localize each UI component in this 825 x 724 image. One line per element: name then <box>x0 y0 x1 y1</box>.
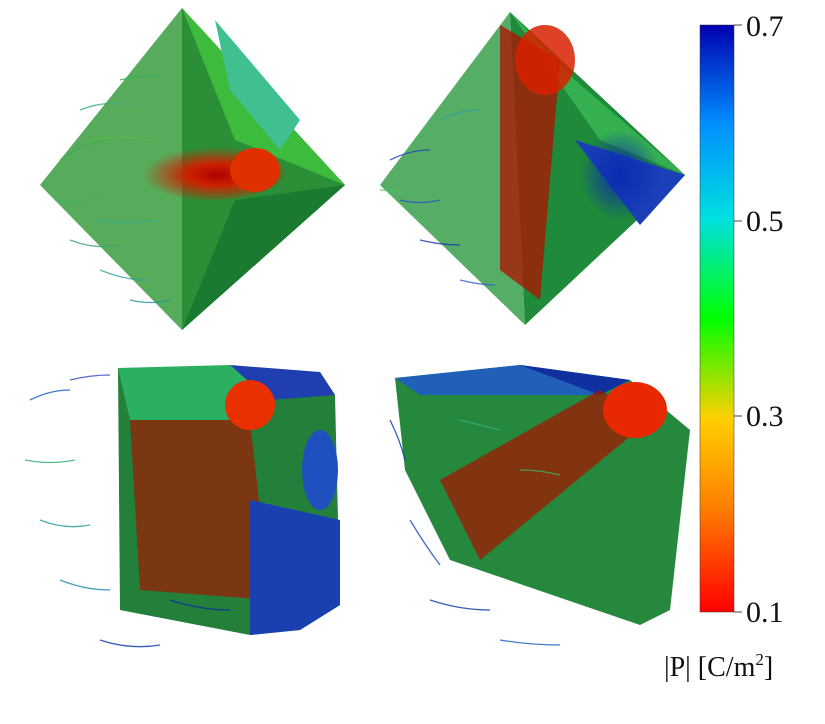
octahedron-face-left <box>40 8 182 330</box>
polarization-arrows-4 <box>389 419 561 646</box>
colorbar-title-sup: 2 <box>755 650 764 669</box>
polarization-arrows-2 <box>379 109 496 286</box>
colorbar-title-main: |P| [C/m <box>664 652 756 683</box>
colorbar-ticks <box>734 24 742 613</box>
colorbar <box>699 24 742 613</box>
truncated-cube-panel-right <box>389 365 690 646</box>
colorbar-tick-label: 0.3 <box>746 400 784 433</box>
octahedron-panel-left <box>40 8 345 330</box>
octahedron-panel-right <box>379 12 685 325</box>
polarization-arrows <box>54 74 171 304</box>
colorbar-gradient <box>699 24 735 613</box>
colorbar-title: |P| [C/m2] <box>664 650 774 684</box>
polarization-arrows-3 <box>24 374 231 648</box>
colorbar-tick-label: 0.1 <box>746 596 784 629</box>
colorbar-tick-label: 0.5 <box>746 205 784 238</box>
colorbar-title-end: ] <box>763 652 774 683</box>
truncated-cube-panel-left <box>24 365 340 648</box>
colorbar-tick-label: 0.7 <box>746 10 784 43</box>
